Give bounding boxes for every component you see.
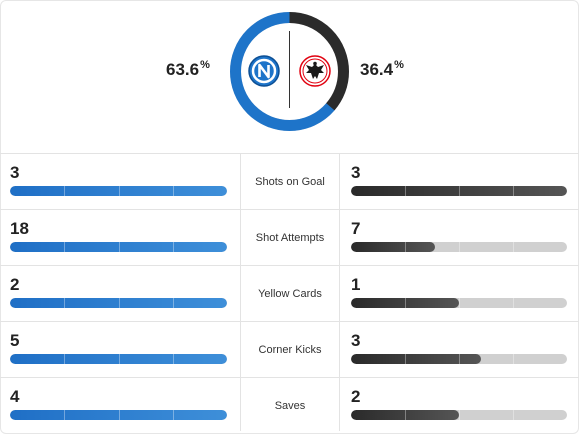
- stat-label: Shot Attempts: [255, 232, 325, 244]
- stat-row-saves: 4 Saves 2: [0, 377, 579, 433]
- bar-segment-tick: [513, 298, 514, 308]
- bar-segment-tick: [513, 354, 514, 364]
- bar-segment-tick: [64, 242, 66, 252]
- away-value: 3: [351, 163, 361, 182]
- away-value: 7: [351, 219, 361, 238]
- bar-segment-tick: [118, 298, 120, 308]
- home-bar: [10, 298, 227, 308]
- frankfurt-eagle-crest-icon: [299, 55, 331, 87]
- stat-row-shot-attempts: 18 Shot Attempts 7: [0, 209, 579, 265]
- stat-row-yellow-cards: 2 Yellow Cards 1: [0, 265, 579, 321]
- bar-segment-tick: [118, 410, 120, 420]
- home-value: 4: [10, 387, 20, 406]
- away-bar-fill: [351, 298, 459, 308]
- home-bar-fill: [10, 242, 227, 252]
- home-bar: [10, 186, 227, 196]
- bar-segment-tick: [172, 410, 174, 420]
- divider: [0, 209, 579, 210]
- away-bar: [351, 242, 567, 252]
- away-bar-fill: [351, 242, 436, 252]
- bar-segment-tick: [459, 298, 460, 308]
- home-bar-fill: [10, 410, 227, 420]
- bar-segment-tick: [172, 298, 174, 308]
- stat-label: Yellow Cards: [258, 288, 322, 300]
- bar-segment-tick: [405, 298, 406, 308]
- home-bar-fill: [10, 186, 227, 196]
- possession-donut: [230, 12, 349, 131]
- away-bar-fill: [351, 186, 567, 196]
- home-value: 18: [10, 219, 29, 238]
- away-bar: [351, 298, 567, 308]
- bar-segment-tick: [64, 298, 66, 308]
- bar-segment-tick: [64, 354, 66, 364]
- away-bar: [351, 186, 567, 196]
- home-bar: [10, 242, 227, 252]
- divider: [0, 377, 579, 378]
- away-bar-fill: [351, 354, 481, 364]
- bar-segment-tick: [513, 186, 514, 196]
- away-bar: [351, 354, 567, 364]
- stat-row-shots-on-goal: 3 Shots on Goal 3: [0, 153, 579, 209]
- bar-segment-tick: [64, 410, 66, 420]
- bar-segment-tick: [405, 410, 406, 420]
- home-possession-arc: [230, 12, 349, 131]
- stat-label: Corner Kicks: [258, 344, 322, 356]
- away-bar-fill: [351, 410, 459, 420]
- stat-row-corner-kicks: 5 Corner Kicks 3: [0, 321, 579, 377]
- divider: [240, 153, 241, 431]
- divider: [0, 321, 579, 322]
- bar-segment-tick: [459, 242, 460, 252]
- stat-label: Saves: [274, 400, 306, 412]
- bar-segment-tick: [172, 242, 174, 252]
- home-possession: 63.6%: [166, 59, 210, 79]
- home-bar: [10, 410, 227, 420]
- away-value: 2: [351, 387, 361, 406]
- home-bar: [10, 354, 227, 364]
- divider: [339, 153, 340, 431]
- bar-segment-tick: [172, 354, 174, 364]
- bar-segment-tick: [118, 242, 120, 252]
- bar-segment-tick: [459, 410, 460, 420]
- divider: [0, 265, 579, 266]
- bar-segment-tick: [405, 186, 406, 196]
- away-value: 3: [351, 331, 361, 350]
- stats-table: 3 Shots on Goal 3 18 Shot Attempts 7 2 Y…: [0, 153, 579, 431]
- bar-segment-tick: [459, 354, 460, 364]
- bar-segment-tick: [513, 242, 514, 252]
- away-possession: 36.4%: [360, 59, 404, 79]
- home-value: 3: [10, 163, 20, 182]
- bar-segment-tick: [459, 186, 460, 196]
- bar-segment-tick: [118, 354, 120, 364]
- home-value: 5: [10, 331, 20, 350]
- home-bar-fill: [10, 298, 227, 308]
- bar-segment-tick: [405, 242, 406, 252]
- bar-segment-tick: [513, 410, 514, 420]
- bar-segment-tick: [118, 186, 120, 196]
- bar-segment-tick: [172, 186, 174, 196]
- stat-label: Shots on Goal: [255, 176, 325, 188]
- home-bar-fill: [10, 354, 227, 364]
- away-bar: [351, 410, 567, 420]
- bar-segment-tick: [64, 186, 66, 196]
- away-value: 1: [351, 275, 361, 294]
- divider: [0, 153, 579, 154]
- home-value: 2: [10, 275, 20, 294]
- napoli-crest-icon: [248, 55, 280, 87]
- bar-segment-tick: [405, 354, 406, 364]
